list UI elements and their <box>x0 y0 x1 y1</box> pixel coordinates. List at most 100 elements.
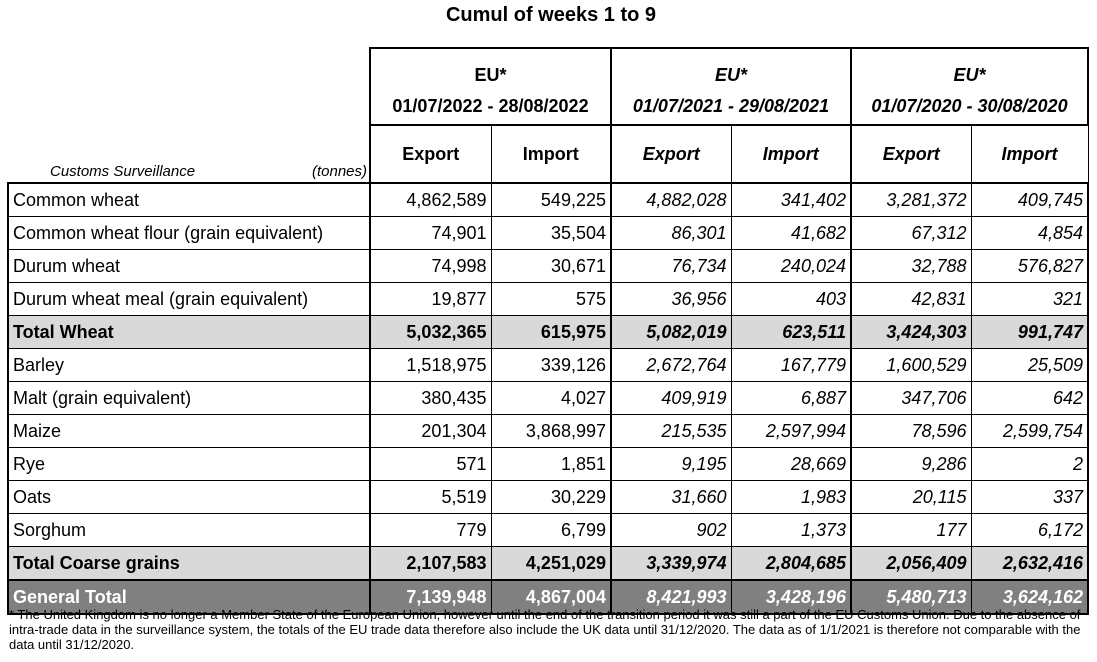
cell-value: 2,597,994 <box>730 414 852 448</box>
table-row: Common wheat flour (grain equivalent) 74… <box>7 216 1089 250</box>
column-header-export: Export <box>610 125 732 184</box>
cell-value: 409,745 <box>970 183 1089 217</box>
cell-value: 380,435 <box>369 381 492 415</box>
cell-value: 3,624,162 <box>970 579 1089 615</box>
cell-value: 5,519 <box>369 480 492 514</box>
row-label: Barley <box>7 348 371 382</box>
table-row: Malt (grain equivalent) 380,435 4,027 40… <box>7 381 1089 415</box>
table-corner: Customs Surveillance (tonnes) <box>8 125 370 184</box>
footnote: * The United Kingdom is no longer a Memb… <box>9 607 1081 652</box>
cell-value: 67,312 <box>850 216 972 250</box>
cell-value: 4,862,589 <box>369 183 492 217</box>
cell-value: 1,373 <box>730 513 852 547</box>
table-row: Barley 1,518,975 339,126 2,672,764 167,7… <box>7 348 1089 382</box>
period-group-header: EU* <box>850 47 1089 88</box>
table-row: Durum wheat meal (grain equivalent) 19,8… <box>7 282 1089 316</box>
cell-value: 1,600,529 <box>850 348 972 382</box>
page-title: Cumul of weeks 1 to 9 <box>445 4 657 26</box>
column-header-import: Import <box>490 125 612 184</box>
cell-value: 76,734 <box>610 249 732 283</box>
row-label: Common wheat <box>7 183 371 217</box>
general-total-row: General Total 7,139,948 4,867,004 8,421,… <box>7 579 1089 615</box>
cell-value: 2,804,685 <box>730 546 852 581</box>
period-dates-header: 01/07/2022 - 28/08/2022 <box>369 88 612 126</box>
cell-value: 341,402 <box>730 183 852 217</box>
cell-value: 642 <box>970 381 1089 415</box>
cell-value: 902 <box>610 513 732 547</box>
table-row: Rye 571 1,851 9,195 28,669 9,286 2 <box>7 447 1089 481</box>
cell-value: 3,339,974 <box>610 546 732 581</box>
cell-value: 215,535 <box>610 414 732 448</box>
cell-value: 2,599,754 <box>970 414 1089 448</box>
cell-value: 321 <box>970 282 1089 316</box>
row-label: Rye <box>7 447 371 481</box>
cell-value: 2,056,409 <box>850 546 972 581</box>
units-label: (tonnes) <box>311 163 367 180</box>
column-header-export: Export <box>369 125 492 184</box>
cell-value: 35,504 <box>490 216 612 250</box>
cell-value: 28,669 <box>730 447 852 481</box>
cell-value: 201,304 <box>369 414 492 448</box>
row-label: Sorghum <box>7 513 371 547</box>
total-row: Total Coarse grains 2,107,583 4,251,029 … <box>7 546 1089 581</box>
cell-value: 3,424,303 <box>850 315 972 349</box>
table-row: Common wheat 4,862,589 549,225 4,882,028… <box>7 183 1089 217</box>
cell-value: 5,480,713 <box>850 579 972 615</box>
cell-value: 1,518,975 <box>369 348 492 382</box>
cell-value: 4,867,004 <box>490 579 612 615</box>
cell-value: 1,851 <box>490 447 612 481</box>
cell-value: 991,747 <box>970 315 1089 349</box>
cell-value: 576,827 <box>970 249 1089 283</box>
cell-value: 8,421,993 <box>610 579 732 615</box>
cell-value: 9,286 <box>850 447 972 481</box>
row-label: Malt (grain equivalent) <box>7 381 371 415</box>
cell-value: 4,027 <box>490 381 612 415</box>
row-label: Durum wheat meal (grain equivalent) <box>7 282 371 316</box>
cell-value: 571 <box>369 447 492 481</box>
cell-value: 19,877 <box>369 282 492 316</box>
cell-value: 623,511 <box>730 315 852 349</box>
cell-value: 36,956 <box>610 282 732 316</box>
cell-value: 4,882,028 <box>610 183 732 217</box>
cell-value: 5,032,365 <box>369 315 492 349</box>
cell-value: 339,126 <box>490 348 612 382</box>
cell-value: 240,024 <box>730 249 852 283</box>
cell-value: 549,225 <box>490 183 612 217</box>
cell-value: 167,779 <box>730 348 852 382</box>
period-dates-header: 01/07/2020 - 30/08/2020 <box>850 88 1089 126</box>
cell-value: 347,706 <box>850 381 972 415</box>
row-label: Total Wheat <box>7 315 371 349</box>
trade-table: EU* EU* EU* 01/07/2022 - 28/08/2022 01/0… <box>7 47 1089 615</box>
row-label: Total Coarse grains <box>7 546 371 581</box>
cell-value: 9,195 <box>610 447 732 481</box>
cell-value: 3,428,196 <box>730 579 852 615</box>
total-row: Total Wheat 5,032,365 615,975 5,082,019 … <box>7 315 1089 349</box>
cell-value: 25,509 <box>970 348 1089 382</box>
cell-value: 20,115 <box>850 480 972 514</box>
cell-value: 403 <box>730 282 852 316</box>
cell-value: 2,107,583 <box>369 546 492 581</box>
cell-value: 2 <box>970 447 1089 481</box>
period-group-header: EU* <box>369 47 612 88</box>
cell-value: 3,281,372 <box>850 183 972 217</box>
cell-value: 5,082,019 <box>610 315 732 349</box>
row-label: General Total <box>7 579 371 615</box>
cell-value: 6,799 <box>490 513 612 547</box>
cell-value: 6,887 <box>730 381 852 415</box>
cell-value: 32,788 <box>850 249 972 283</box>
cell-value: 78,596 <box>850 414 972 448</box>
row-label: Oats <box>7 480 371 514</box>
cell-value: 3,868,997 <box>490 414 612 448</box>
cell-value: 31,660 <box>610 480 732 514</box>
cell-value: 177 <box>850 513 972 547</box>
period-group-header: EU* <box>610 47 852 88</box>
cell-value: 4,251,029 <box>490 546 612 581</box>
cell-value: 1,983 <box>730 480 852 514</box>
row-label: Common wheat flour (grain equivalent) <box>7 216 371 250</box>
cell-value: 337 <box>970 480 1089 514</box>
table-row: Maize 201,304 3,868,997 215,535 2,597,99… <box>7 414 1089 448</box>
column-header-export: Export <box>850 125 972 184</box>
cell-value: 615,975 <box>490 315 612 349</box>
period-dates-header: 01/07/2021 - 29/08/2021 <box>610 88 852 126</box>
cell-value: 74,901 <box>369 216 492 250</box>
